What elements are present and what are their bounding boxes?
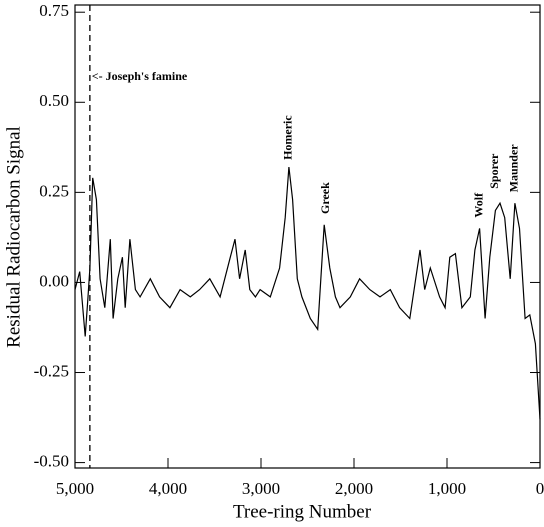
annotation: Maunder — [507, 144, 521, 193]
x-tick-label: 2,000 — [335, 479, 373, 498]
annotation: Wolf — [471, 192, 485, 218]
annotation: Greek — [318, 182, 332, 214]
plot-frame — [74, 4, 541, 469]
y-axis-label: Residual Radiocarbon Signal — [3, 126, 24, 348]
data-line — [74, 167, 541, 420]
annotation: Homeric — [281, 115, 295, 160]
y-tick-label: -0.25 — [34, 361, 69, 380]
x-tick-label: 5,000 — [56, 479, 94, 498]
x-tick-label: 4,000 — [149, 479, 187, 498]
x-tick-label: 1,000 — [428, 479, 466, 498]
y-tick-label: 0.50 — [39, 91, 69, 110]
x-tick-label: 0 — [536, 479, 544, 498]
x-tick-label: 3,000 — [242, 479, 280, 498]
annotation: Sporer — [487, 153, 501, 189]
y-tick-label: 0.25 — [39, 181, 69, 200]
y-tick-label: 0.00 — [39, 271, 69, 290]
annotation: <- Joseph's famine — [92, 69, 188, 83]
x-axis-label: Tree-ring Number — [233, 501, 372, 522]
y-tick-label: -0.50 — [34, 452, 69, 471]
y-tick-label: 0.75 — [39, 1, 69, 20]
